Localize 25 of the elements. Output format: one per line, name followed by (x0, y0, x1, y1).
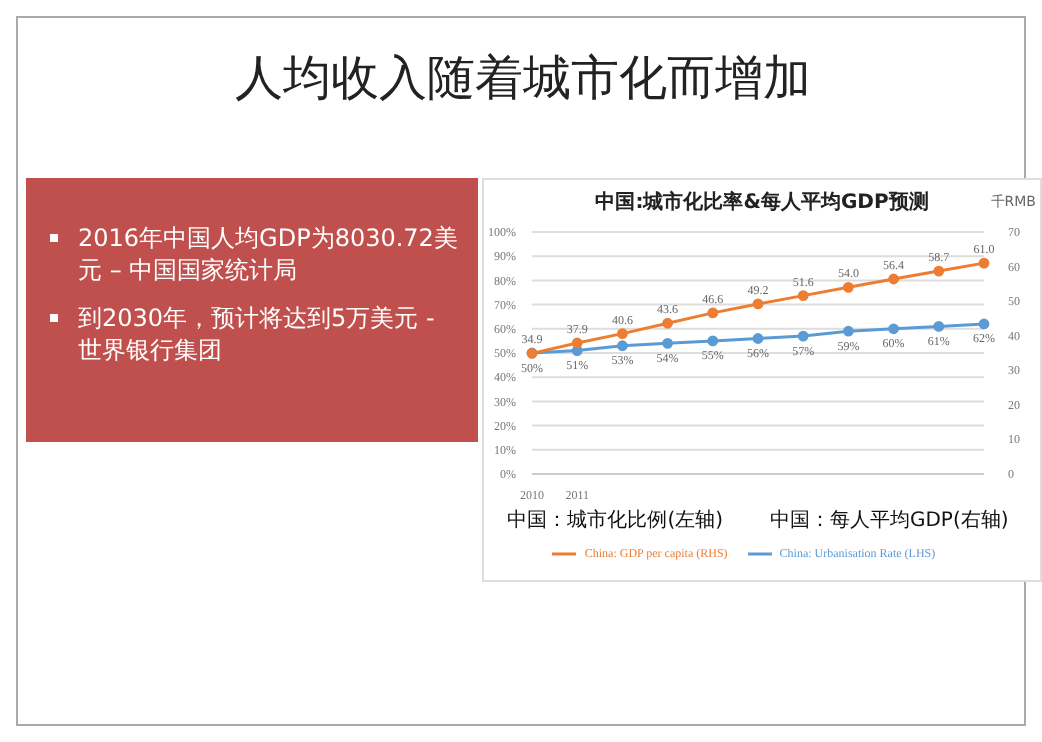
point (933, 320, 945, 332)
text: 人均收入随着城市化而增加 (233, 48, 813, 110)
point (797, 330, 809, 342)
point (843, 325, 854, 337)
point (888, 323, 899, 335)
point (707, 335, 719, 347)
point (978, 318, 990, 330)
point (752, 298, 764, 310)
point (571, 337, 583, 349)
point (617, 328, 628, 340)
text: 中国：城市化比例(左轴) (507, 507, 724, 534)
chart-title: 中国:城市化比率&每人平均GDP预测 (595, 192, 929, 214)
text: 到2030年，预计将达到5万美元 - 世界银行集团 (78, 302, 437, 366)
point (978, 257, 990, 269)
text: 中国：每人平均GDP(右轴) (769, 507, 1009, 534)
point (843, 281, 854, 293)
point (662, 317, 673, 329)
point (888, 273, 899, 285)
text: 2016年中国人均GDP为8030.72美元 – 中国国家统计局 (78, 222, 458, 286)
point (752, 333, 764, 344)
point (707, 307, 719, 319)
point (662, 337, 673, 349)
point (797, 290, 809, 302)
point (933, 265, 945, 277)
point (617, 340, 628, 352)
